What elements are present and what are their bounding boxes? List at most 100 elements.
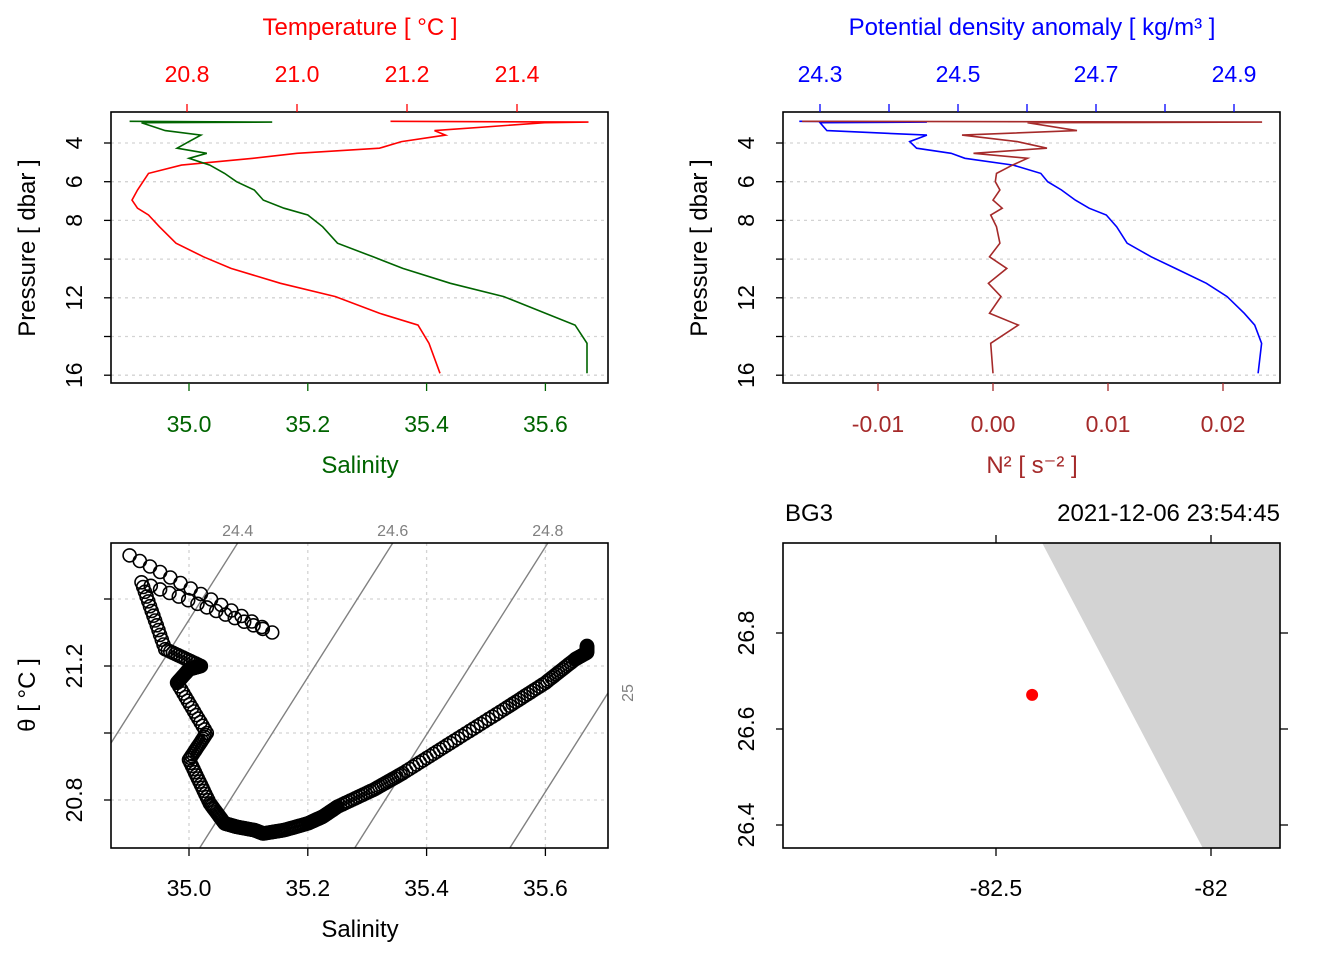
ts-point bbox=[481, 711, 496, 727]
top-axis-title: Potential density anomaly [ kg/m³ ] bbox=[849, 14, 1216, 41]
top-axis-tick-label: 21.0 bbox=[275, 61, 320, 87]
isopycnal-line bbox=[111, 543, 239, 745]
ts-point bbox=[439, 737, 455, 753]
ts-point bbox=[477, 714, 493, 729]
x-axis-title: Salinity bbox=[321, 916, 398, 943]
ts-point bbox=[180, 592, 196, 608]
ts-point bbox=[227, 610, 243, 626]
ts-point bbox=[184, 700, 200, 716]
density-n2-profile-panel: 24.3 24.5 24.7 24.9 Potential density anomal… bbox=[686, 14, 1281, 479]
top-axis-tick-label: 24.7 bbox=[1074, 61, 1119, 87]
ts-point bbox=[186, 704, 202, 719]
longitude-tick-label: -82.5 bbox=[970, 875, 1022, 901]
ts-point bbox=[579, 638, 595, 654]
ts-point bbox=[465, 721, 481, 737]
y-axis-title: Pressure [ dbar ] bbox=[14, 159, 41, 336]
isopycnal-label: 24.8 bbox=[532, 523, 563, 540]
station-time: 2021-12-06 23:54:45 bbox=[1057, 500, 1280, 527]
bottom-axis-title: Salinity bbox=[321, 452, 398, 479]
plot-frame bbox=[782, 111, 1281, 384]
bottom-axis-tick-label: 35.6 bbox=[523, 411, 568, 437]
ts-point bbox=[152, 582, 168, 597]
top-axis-tick-label: 24.3 bbox=[798, 61, 843, 87]
ts-point bbox=[485, 709, 500, 725]
bottom-axis-tick-label: -0.01 bbox=[852, 411, 904, 437]
isopycnal-label: 24.4 bbox=[222, 523, 253, 540]
y-axis-title: θ [ °C ] bbox=[14, 658, 41, 732]
y-axis-tick-label: 20.8 bbox=[61, 778, 87, 823]
temperature-profile-line bbox=[131, 120, 589, 374]
isopycnal-line bbox=[354, 543, 549, 848]
station-marker[interactable] bbox=[1026, 688, 1039, 701]
ts-point bbox=[174, 682, 189, 698]
ts-point bbox=[199, 600, 215, 615]
ts-point bbox=[458, 726, 473, 741]
y-axis-tick-label: 6 bbox=[61, 175, 87, 188]
y-axis-tick-label: 4 bbox=[61, 136, 87, 149]
ts-point bbox=[443, 735, 458, 751]
ts-point bbox=[191, 711, 206, 726]
y-axis-tick-label: 16 bbox=[733, 362, 759, 388]
y-axis-tick-label: 8 bbox=[61, 214, 87, 227]
station-map-panel: -82.5 -82 26.4 26.6 26.8 BG3 2021-12-06 23:54:… bbox=[733, 500, 1288, 901]
y-axis-tick-label: 16 bbox=[61, 362, 87, 388]
ts-point bbox=[180, 693, 195, 709]
top-axis-tick-label: 24.9 bbox=[1212, 61, 1257, 87]
y-axis-tick-label: 12 bbox=[61, 285, 87, 311]
x-axis-tick-label: 35.6 bbox=[523, 875, 568, 901]
ts-point bbox=[469, 718, 485, 734]
ts-point bbox=[264, 625, 280, 640]
ts-point bbox=[208, 603, 224, 619]
x-axis-tick-label: 35.0 bbox=[167, 875, 212, 901]
ts-point bbox=[454, 728, 470, 744]
land-polygon bbox=[1042, 543, 1280, 848]
latitude-tick-label: 26.8 bbox=[733, 611, 759, 656]
isopycnal-label: 25 bbox=[620, 684, 637, 702]
ts-point bbox=[174, 670, 189, 686]
ts-points bbox=[122, 548, 595, 841]
ts-point bbox=[246, 617, 261, 633]
longitude-tick-label: -82 bbox=[1194, 875, 1227, 901]
bottom-axis-tick-label: 0.00 bbox=[971, 411, 1016, 437]
ts-point bbox=[172, 672, 187, 688]
ts-point bbox=[197, 722, 212, 737]
bottom-axis-tick-label: 35.2 bbox=[285, 411, 330, 437]
top-axis-tick-label: 24.5 bbox=[936, 61, 981, 87]
latitude-tick-label: 26.4 bbox=[733, 802, 759, 847]
sigma_theta-profile-line bbox=[799, 120, 1263, 374]
ts-point bbox=[171, 678, 187, 694]
ts-point bbox=[473, 716, 489, 732]
x-axis-tick-label: 35.2 bbox=[285, 875, 330, 901]
ts-point bbox=[446, 733, 462, 749]
bottom-axis-tick-label: 0.02 bbox=[1201, 411, 1246, 437]
latitude-tick-label: 26.6 bbox=[733, 707, 759, 752]
ts-point bbox=[450, 730, 466, 746]
plot-frame bbox=[110, 542, 609, 849]
ts-point bbox=[236, 614, 252, 630]
isopycnal-line bbox=[509, 691, 608, 848]
top-axis-title: Temperature [ °C ] bbox=[263, 14, 458, 41]
ts-point bbox=[142, 559, 158, 574]
top-axis-tick-label: 21.4 bbox=[495, 61, 540, 87]
ts-point bbox=[182, 696, 198, 712]
temperature-salinity-profile-panel: 20.8 21.0 21.2 21.4 Temperature [ °C ] 35.0 35… bbox=[14, 14, 609, 479]
y-axis-tick-label: 21.2 bbox=[61, 644, 87, 689]
top-axis-tick-label: 20.8 bbox=[165, 61, 210, 87]
isopycnal-label: 24.6 bbox=[377, 523, 408, 540]
ts-point bbox=[255, 621, 271, 637]
ts-point bbox=[462, 723, 477, 739]
ts-point bbox=[178, 689, 193, 705]
ts-point bbox=[193, 714, 208, 730]
map-frame bbox=[782, 542, 1281, 849]
top-axis-tick-label: 21.2 bbox=[385, 61, 430, 87]
bottom-axis-tick-label: 0.01 bbox=[1086, 411, 1131, 437]
ts-point bbox=[190, 596, 205, 612]
salinity-profile-line bbox=[129, 120, 588, 374]
isopycnal-line bbox=[199, 543, 394, 848]
ts-point bbox=[188, 707, 204, 723]
N2-profile-line bbox=[802, 120, 1263, 374]
x-axis-tick-label: 35.4 bbox=[404, 875, 449, 901]
y-axis-title: Pressure [ dbar ] bbox=[686, 159, 713, 336]
y-axis-tick-label: 8 bbox=[733, 214, 759, 227]
